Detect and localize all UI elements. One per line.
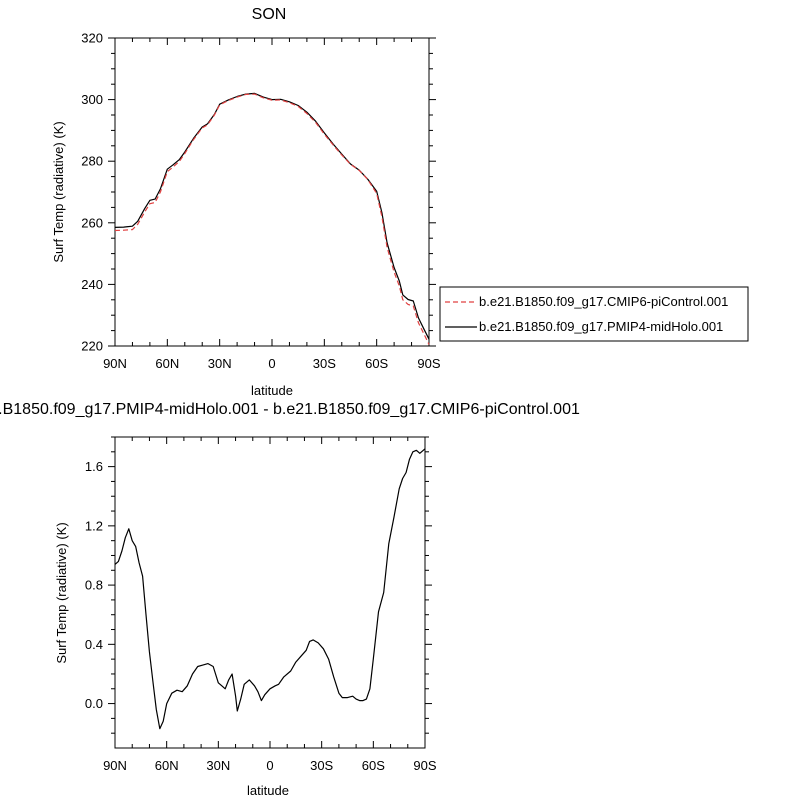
plot-frame-bottom	[114, 436, 426, 749]
y-tick-label: 0.8	[85, 578, 103, 593]
y-tick-label: 0.0	[85, 696, 103, 711]
y-tick-label: 280	[81, 154, 103, 169]
x-tick-labels-top: 90N 60N 30N 0 30S 60S 90S	[103, 356, 441, 371]
x-tick-label: 0	[268, 356, 275, 371]
y-tick-label: 260	[81, 215, 103, 230]
legend-entry-picontrol: b.e21.B1850.f09_g17.CMIP6-piControl.001	[479, 294, 728, 309]
x-axis-label-top: latitude	[251, 383, 293, 398]
y-tick-labels-top: 220 240 260 280 300 320	[81, 31, 103, 354]
x-tick-label: 30N	[208, 356, 232, 371]
x-tick-label: 30S	[313, 356, 336, 371]
y-tick-label: 240	[81, 277, 103, 292]
x-tick-label: 60S	[365, 356, 388, 371]
series-lines-bottom	[114, 448, 426, 730]
legend-entry-midholo: b.e21.B1850.f09_g17.PMIP4-midHolo.001	[479, 319, 723, 334]
series-line-0-0	[114, 93, 430, 345]
x-tick-label: 30S	[310, 758, 333, 773]
y-tick-label: 1.2	[85, 518, 103, 533]
chart-title-top: SON	[252, 6, 287, 23]
y-tick-label: 300	[81, 92, 103, 107]
series-lines-top	[114, 92, 430, 345]
x-tick-label: 30N	[206, 758, 230, 773]
axis-ticks-bottom	[108, 436, 432, 748]
x-tick-label: 0	[266, 758, 273, 773]
x-tick-label: 90S	[413, 758, 436, 773]
x-tick-label: 60N	[155, 758, 179, 773]
chart-panel-bottom: b.e21.B1850.f09_g17.PMIP4-midHolo.001 - …	[0, 401, 580, 798]
axis-ticks-top	[108, 37, 436, 347]
y-tick-label: 220	[81, 339, 103, 354]
y-axis-label-bottom: Surf Temp (radiative) (K)	[54, 522, 69, 663]
x-tick-label: 60N	[155, 356, 179, 371]
series-line-1-0	[114, 448, 426, 730]
y-tick-labels-bottom: 0.0 0.4 0.8 1.2 1.6	[85, 459, 103, 711]
plot-frame-top	[114, 37, 430, 347]
y-tick-label: 1.6	[85, 459, 103, 474]
x-tick-label: 60S	[362, 758, 385, 773]
x-tick-label: 90N	[103, 758, 127, 773]
legend-box	[439, 286, 749, 342]
x-axis-label-bottom: latitude	[247, 783, 289, 798]
x-tick-label: 90S	[417, 356, 440, 371]
y-axis-label-top: Surf Temp (radiative) (K)	[51, 121, 66, 262]
chart-title-bottom: b.e21.B1850.f09_g17.PMIP4-midHolo.001 - …	[0, 401, 580, 418]
legend: b.e21.B1850.f09_g17.CMIP6-piControl.001 …	[439, 286, 749, 342]
x-tick-label: 90N	[103, 356, 127, 371]
y-tick-label: 0.4	[85, 637, 103, 652]
series-line-0-1	[114, 92, 430, 340]
y-tick-label: 320	[81, 31, 103, 46]
x-tick-labels-bottom: 90N 60N 30N 0 30S 60S 90S	[103, 758, 437, 773]
